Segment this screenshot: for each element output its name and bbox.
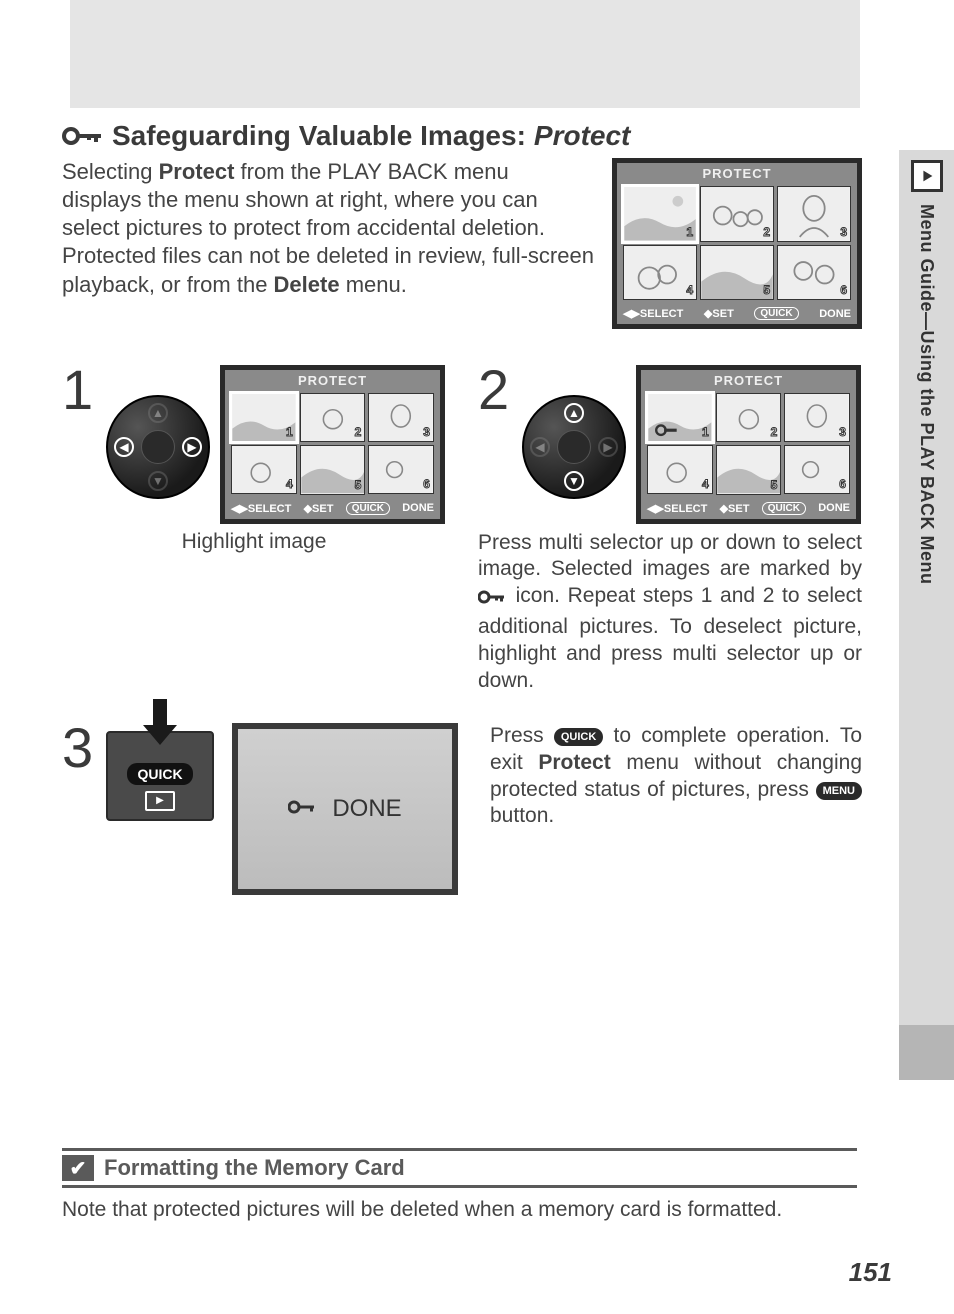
foot-select: ◀▶SELECT bbox=[623, 307, 683, 320]
thumb: 3 bbox=[784, 393, 850, 442]
quick-button-illustration: QUICK bbox=[106, 731, 214, 821]
step-3-text: Press QUICK to complete operation. To ex… bbox=[490, 723, 862, 895]
lcd-title: PROTECT bbox=[617, 163, 857, 184]
section-title: Safeguarding Valuable Images: Protect bbox=[62, 120, 862, 152]
thumb: 6 bbox=[784, 445, 850, 494]
step-2: 2 ▲ ▼ ◀ ▶ PROTECT 1 bbox=[478, 365, 862, 695]
key-icon bbox=[62, 125, 104, 147]
lcd-title: PROTECT bbox=[225, 370, 440, 391]
thumb: 4 bbox=[647, 445, 713, 494]
thumb: 5 bbox=[716, 445, 782, 494]
side-tab: Menu Guide—Using the PLAY BACK Menu bbox=[899, 150, 954, 1025]
quick-label: QUICK bbox=[127, 763, 192, 785]
dpad-up-icon: ▲ bbox=[564, 403, 584, 423]
lcd-grid: 1 2 3 4 5 6 bbox=[617, 184, 857, 304]
step-num: 1 bbox=[62, 365, 96, 415]
foot-set: ◆SET bbox=[704, 307, 734, 320]
note-title: Formatting the Memory Card bbox=[104, 1155, 405, 1181]
step-num: 2 bbox=[478, 365, 512, 415]
dpad-up-icon: ▲ bbox=[148, 403, 168, 423]
page-content: Safeguarding Valuable Images: Protect Se… bbox=[62, 120, 862, 923]
note-box: ✔ Formatting the Memory Card Note that p… bbox=[62, 1148, 857, 1222]
thumb: 4 bbox=[231, 445, 297, 494]
thumb-num: 4 bbox=[686, 283, 693, 297]
menu-pill: MENU bbox=[816, 782, 862, 800]
thumb-2: 2 bbox=[700, 186, 774, 242]
intro-text: Selecting Protect from the PLAY BACK men… bbox=[62, 158, 594, 329]
foot-quick: QUICK bbox=[754, 307, 798, 320]
intro-bold1: Protect bbox=[159, 159, 235, 184]
dpad-down-icon: ▼ bbox=[148, 471, 168, 491]
intro-pre: Selecting bbox=[62, 159, 159, 184]
done-screen: DONE bbox=[232, 723, 458, 895]
thumb-num: 3 bbox=[840, 225, 847, 239]
step-num: 3 bbox=[62, 723, 96, 773]
thumb-3: 3 bbox=[777, 186, 851, 242]
playback-icon bbox=[911, 160, 943, 192]
intro-post: menu. bbox=[340, 272, 407, 297]
side-tab-label: Menu Guide—Using the PLAY BACK Menu bbox=[916, 204, 937, 585]
intro-bold2: Delete bbox=[274, 272, 340, 297]
lcd-footer: ◀▶SELECT ◆SET QUICK DONE bbox=[617, 304, 857, 324]
dpad-center bbox=[141, 430, 175, 464]
done-label: DONE bbox=[332, 795, 401, 823]
thumb: 3 bbox=[368, 393, 434, 442]
thumb-num: 1 bbox=[686, 225, 693, 239]
dpad-updown: ▲ ▼ ◀ ▶ bbox=[522, 395, 626, 499]
dpad-down-icon: ▼ bbox=[564, 471, 584, 491]
thumb: 2 bbox=[716, 393, 782, 442]
thumb-5: 5 bbox=[700, 245, 774, 301]
dpad-leftright: ▲ ▼ ◀ ▶ bbox=[106, 395, 210, 499]
thumb: 1 bbox=[231, 393, 297, 442]
thumb: 5 bbox=[300, 445, 366, 494]
note-text: Note that protected pictures will be del… bbox=[62, 1198, 857, 1222]
lcd-title: PROTECT bbox=[641, 370, 856, 391]
dpad-center bbox=[557, 430, 591, 464]
lcd-step2: PROTECT 1 2 3 4 5 6 ◀▶SELECT ◆SET Q bbox=[636, 365, 861, 524]
thumb-6: 6 bbox=[777, 245, 851, 301]
header-gray-block bbox=[70, 0, 860, 108]
thumb: 1 bbox=[647, 393, 713, 442]
step2-desc: Press multi selector up or down to selec… bbox=[478, 530, 862, 695]
side-tab-marker bbox=[899, 1025, 954, 1080]
thumb-num: 2 bbox=[763, 225, 770, 239]
dpad-right-icon: ▶ bbox=[598, 437, 618, 457]
lcd-main: PROTECT 1 2 3 4 5 6 ◀▶SELECT ◆SET QUICK … bbox=[612, 158, 862, 329]
page-number: 151 bbox=[849, 1257, 892, 1288]
play-rect-icon bbox=[145, 791, 175, 811]
title-italic: Protect bbox=[534, 120, 630, 152]
thumb-num: 5 bbox=[763, 283, 770, 297]
thumb-num: 6 bbox=[840, 283, 847, 297]
title-main: Safeguarding Valuable Images: bbox=[112, 120, 526, 152]
dpad-right-icon: ▶ bbox=[182, 437, 202, 457]
thumb: 2 bbox=[300, 393, 366, 442]
quick-pill: QUICK bbox=[554, 728, 603, 746]
dpad-left-icon: ◀ bbox=[114, 437, 134, 457]
thumb-1: 1 bbox=[623, 186, 697, 242]
key-icon bbox=[288, 795, 318, 823]
arrow-down-icon bbox=[139, 699, 181, 752]
key-icon bbox=[478, 587, 508, 614]
thumb-4: 4 bbox=[623, 245, 697, 301]
step-1: 1 ▲ ▼ ◀ ▶ PROTECT 1 bbox=[62, 365, 446, 695]
step1-caption: Highlight image bbox=[62, 530, 446, 554]
thumb: 6 bbox=[368, 445, 434, 494]
step-3-images: 3 QUICK DONE bbox=[62, 723, 458, 895]
check-icon: ✔ bbox=[62, 1155, 94, 1181]
foot-done: DONE bbox=[819, 308, 851, 320]
dpad-left-icon: ◀ bbox=[530, 437, 550, 457]
lcd-step1: PROTECT 1 2 3 4 5 6 ◀▶SELECT ◆SET Q bbox=[220, 365, 445, 524]
